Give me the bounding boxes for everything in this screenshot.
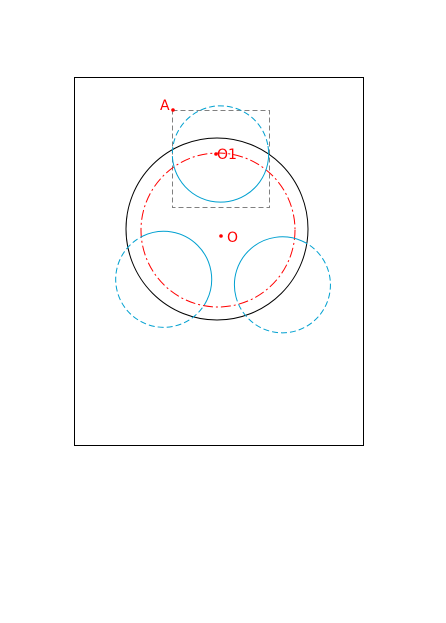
left-circle-hidden-arc [115, 235, 208, 328]
point-a-label: A [160, 98, 170, 114]
right-circle-hidden-arc [235, 240, 331, 334]
construction-circle [140, 152, 296, 308]
top-circle-visible-arc [172, 145, 270, 203]
right-circle-visible-arc [233, 236, 303, 298]
top-circle-hidden-arc [171, 105, 269, 163]
point-o1-marker [214, 152, 218, 156]
point-o-label: O [227, 230, 238, 246]
main-circle [125, 137, 309, 321]
point-o1-label: O1 [217, 147, 237, 163]
point-o-marker [219, 234, 223, 238]
left-circle-visible-arc [142, 230, 213, 301]
point-a-marker [171, 108, 175, 112]
drawing-frame [74, 77, 364, 446]
